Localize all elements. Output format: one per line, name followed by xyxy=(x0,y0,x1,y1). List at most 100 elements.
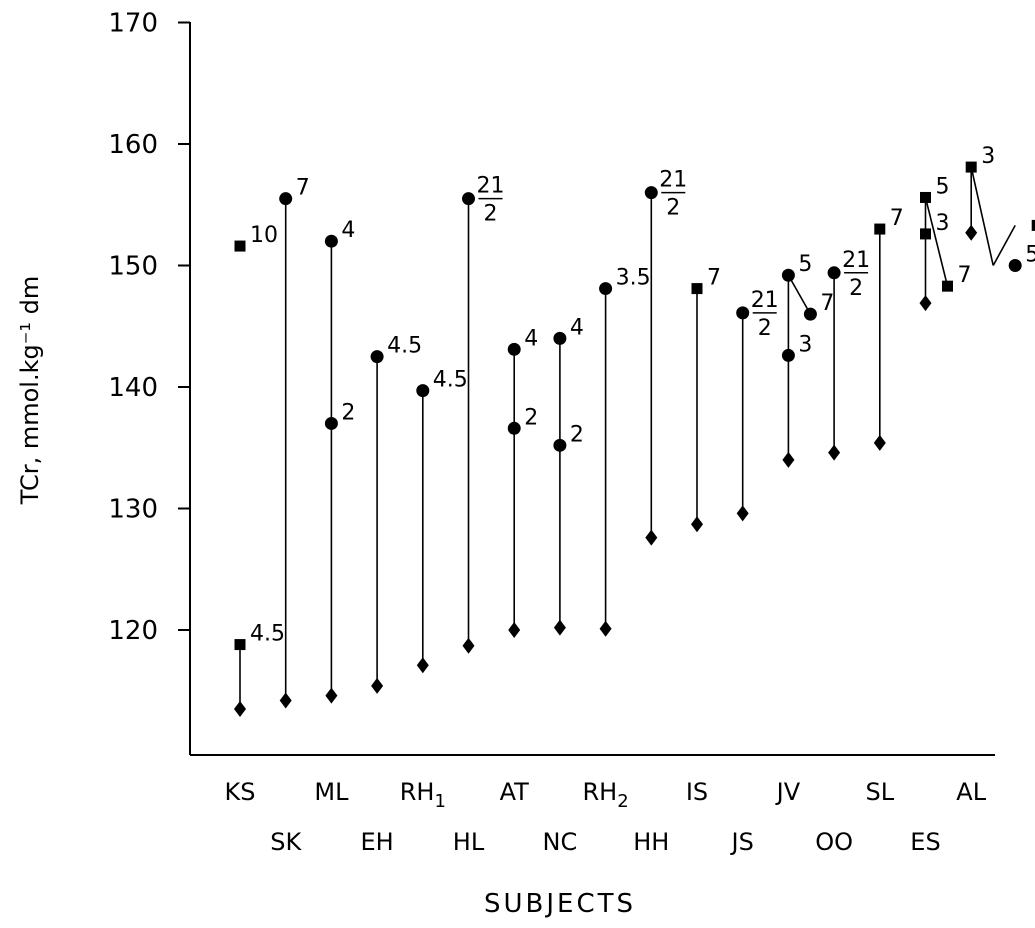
subject-label: JV xyxy=(775,778,801,806)
time-label: 5 xyxy=(798,252,812,277)
square-point xyxy=(965,161,977,173)
time-label: 7 xyxy=(707,266,721,291)
subject-label: ML xyxy=(314,778,349,806)
stem-line xyxy=(787,274,812,315)
time-label: 4.5 xyxy=(387,334,422,359)
subject-oo: 212 xyxy=(827,248,870,461)
square-point xyxy=(942,280,953,292)
diamond-point xyxy=(919,295,932,312)
time-label: 3 xyxy=(798,332,812,357)
square-point xyxy=(874,223,886,235)
diamond-point xyxy=(508,622,521,638)
time-label: 7 xyxy=(820,291,834,316)
diamond-point xyxy=(416,657,429,674)
subject-label: AL xyxy=(956,778,986,806)
subject-label: RH2 xyxy=(583,778,629,812)
diamond-point xyxy=(691,516,703,533)
diamond-point xyxy=(462,637,475,654)
circle-point xyxy=(416,384,430,398)
subject-ks: 4.5 10 xyxy=(234,223,285,717)
circle-point xyxy=(599,282,613,296)
subject-sl: 7 xyxy=(873,206,904,451)
stem-line xyxy=(924,197,949,287)
subject-is: 7 xyxy=(691,266,721,533)
fraction-denominator: 2 xyxy=(666,196,680,221)
subject-label: HL xyxy=(453,828,485,856)
subject-label: HH xyxy=(633,828,669,856)
time-label: 5 xyxy=(936,174,950,199)
diamond-point xyxy=(873,434,886,451)
time-label: 4 xyxy=(524,326,538,351)
subject-label: EH xyxy=(360,828,393,856)
circle-point xyxy=(827,266,841,280)
circle-point xyxy=(279,192,293,206)
subject-js: 212 xyxy=(736,288,779,522)
fraction-numerator: 21 xyxy=(477,174,505,199)
subject-al: 357 xyxy=(965,144,1035,272)
subject-label: AT xyxy=(500,778,530,806)
time-label: 2 xyxy=(341,400,355,425)
fraction-denominator: 2 xyxy=(758,316,772,341)
subject-label: ES xyxy=(910,828,940,856)
diamond-point xyxy=(371,677,384,694)
subject-label: IS xyxy=(686,778,708,806)
diamond-point xyxy=(553,619,566,636)
diamond-point xyxy=(325,687,338,704)
subject-ml: 24 xyxy=(324,218,355,704)
subject-label: KS xyxy=(225,778,256,806)
square-point xyxy=(234,240,246,252)
time-label: 4 xyxy=(570,315,584,340)
circle-point xyxy=(736,306,750,320)
stem-line xyxy=(970,166,994,266)
subject-sk: 7 xyxy=(279,176,310,709)
circle-point xyxy=(781,268,795,282)
subject-label-subscript: 2 xyxy=(617,791,628,812)
fraction-denominator: 2 xyxy=(849,276,863,301)
circle-point xyxy=(644,186,658,200)
time-label: 3 xyxy=(981,144,995,169)
time-label: 2 xyxy=(524,405,538,430)
circle-point xyxy=(324,234,338,248)
y-tick-label: 140 xyxy=(108,373,158,403)
subject-hh: 212 xyxy=(644,168,687,546)
subject-label: SL xyxy=(865,778,894,806)
y-ticks: 120 130 140 150 160 170 xyxy=(108,9,190,646)
square-point xyxy=(920,191,931,203)
circle-point xyxy=(462,192,475,206)
subject-label-subscript: 1 xyxy=(434,791,445,812)
diamond-point xyxy=(279,692,292,709)
subject-es: 3 5 7 xyxy=(919,174,972,312)
y-tick-label: 150 xyxy=(108,252,158,282)
subject-label: SK xyxy=(270,828,302,856)
subject-label: NC xyxy=(543,828,578,856)
square-point xyxy=(234,639,246,651)
time-label: 4 xyxy=(341,218,355,243)
time-label: 3.5 xyxy=(616,266,651,291)
circle-point xyxy=(507,421,521,435)
diamond-point xyxy=(645,529,658,546)
circle-point xyxy=(324,416,338,430)
diamond-point xyxy=(234,700,246,717)
circle-point xyxy=(781,348,795,362)
time-label: 7 xyxy=(296,176,310,201)
subject-nc: 24 xyxy=(553,315,584,636)
subject-rh1: 4.5 xyxy=(416,368,468,674)
subject-at: 24 xyxy=(507,326,538,638)
square-point xyxy=(1031,219,1035,231)
time-label: 7 xyxy=(890,206,904,231)
subject-rh2: 3.5 xyxy=(599,266,651,637)
fraction-denominator: 2 xyxy=(484,202,498,227)
time-label: 4.5 xyxy=(250,622,285,647)
circle-point xyxy=(553,331,567,345)
time-label: 10 xyxy=(250,223,278,248)
stem-line xyxy=(992,225,1016,266)
y-axis-title: TCr, mmol.kg⁻¹ dm xyxy=(16,276,44,506)
time-label: 7 xyxy=(958,263,972,288)
subject-hl: 212 xyxy=(462,174,505,654)
time-label: 4.5 xyxy=(433,368,468,393)
circle-point xyxy=(553,438,567,452)
axes xyxy=(189,22,995,756)
diamond-point xyxy=(828,444,841,461)
